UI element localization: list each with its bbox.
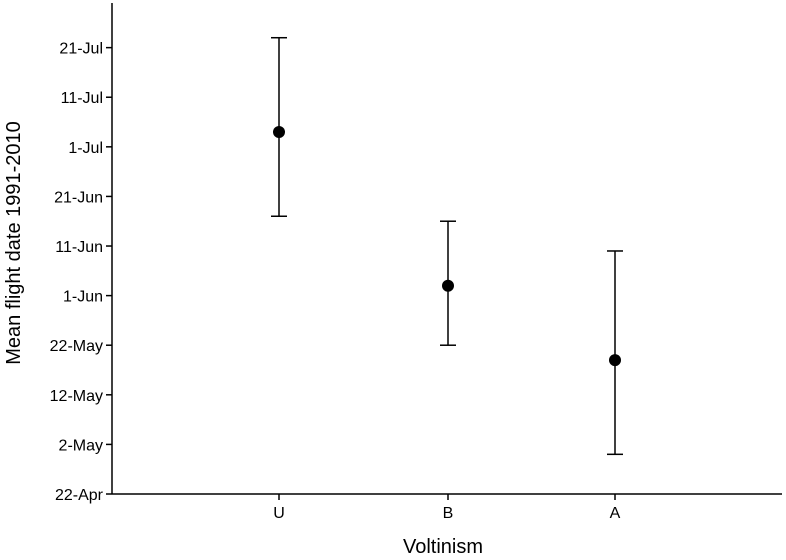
y-tick-label-22-may: 22-May (50, 338, 103, 355)
x-axis-label: Voltinism (403, 536, 483, 558)
data-point-u (273, 125, 285, 138)
y-tick-label-21-jun: 21-Jun (54, 189, 103, 206)
y-tick-label-22-apr: 22-Apr (55, 487, 104, 504)
y-tick-label-21-jul: 21-Jul (59, 41, 103, 58)
x-tick-label-u: U (273, 505, 285, 522)
y-ticks: 22-Apr 2-May 12-May 22-May 1-Jun 11-Jun 21-Jun… (50, 41, 112, 504)
y-tick-label-1-jun: 1-Jun (63, 289, 103, 306)
data-point-a (609, 354, 621, 367)
y-axis-label: Mean flight date 1991-2010 (3, 121, 25, 365)
axes (111, 3, 782, 495)
y-tick-label-11-jun: 11-Jun (55, 239, 103, 256)
error-bars (271, 36, 623, 456)
error-bar-a (607, 250, 623, 456)
x-tick-label-a: A (610, 505, 621, 522)
y-tick-label-2-may: 2-May (59, 437, 103, 454)
y-tick-label-12-may: 12-May (50, 388, 103, 405)
y-tick-label-1-jul: 1-Jul (68, 140, 103, 157)
y-tick-label-11-jul: 11-Jul (61, 90, 103, 107)
x-tick-label-b: B (443, 505, 454, 522)
data-points (273, 125, 621, 367)
data-point-b (442, 279, 454, 292)
